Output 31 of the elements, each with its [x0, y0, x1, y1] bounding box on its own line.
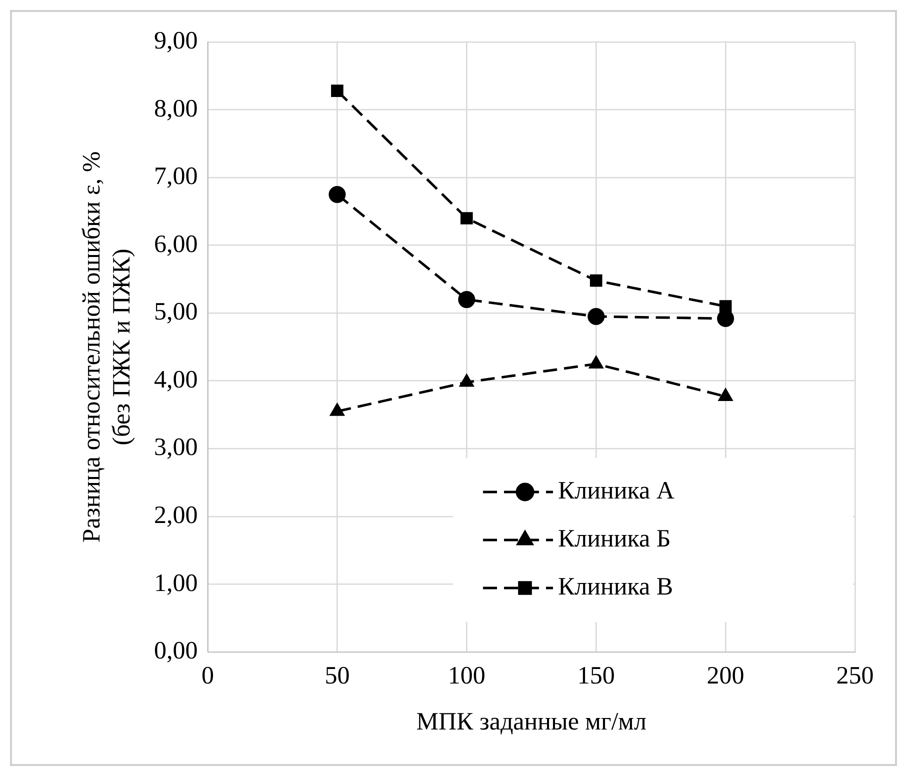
point [590, 274, 602, 287]
point [330, 402, 345, 416]
point [459, 374, 474, 387]
point [588, 355, 604, 368]
y-tick-label: 4,00 [154, 366, 198, 394]
y-tick-label: 0,00 [154, 638, 198, 665]
y-tick-label: 1,00 [154, 570, 198, 597]
y-tick-label: 8,00 [154, 95, 198, 122]
point [331, 84, 344, 97]
point [460, 212, 473, 224]
legend-label: Клиника А [558, 478, 674, 505]
point [588, 308, 605, 325]
x-tick-label: 250 [836, 662, 874, 690]
x-tick-label: 150 [577, 662, 615, 690]
x-tick-label: 50 [324, 662, 350, 690]
x-tick-label: 100 [448, 662, 486, 690]
point [718, 388, 733, 401]
y-axis-title: Разница относительной ошибки ε, % (без ПЖК и ПЖК) [78, 151, 136, 543]
legend-label: Клиника В [558, 574, 674, 601]
y-tick-label: 5,00 [154, 298, 198, 326]
x-tick-label: 0 [202, 662, 214, 690]
legend-label: Клиника Б [558, 526, 671, 553]
y-tick-label: 2,00 [154, 502, 198, 530]
point [458, 291, 476, 308]
y-tick-label: 3,00 [154, 434, 198, 462]
x-axis-title: МПК заданные мг/мл [416, 708, 646, 736]
y-tick-label: 7,00 [154, 163, 198, 190]
point [328, 186, 346, 203]
y-tick-label: 6,00 [154, 230, 198, 258]
x-tick-label: 200 [706, 662, 744, 690]
y-tick-label: 9,00 [154, 28, 198, 55]
